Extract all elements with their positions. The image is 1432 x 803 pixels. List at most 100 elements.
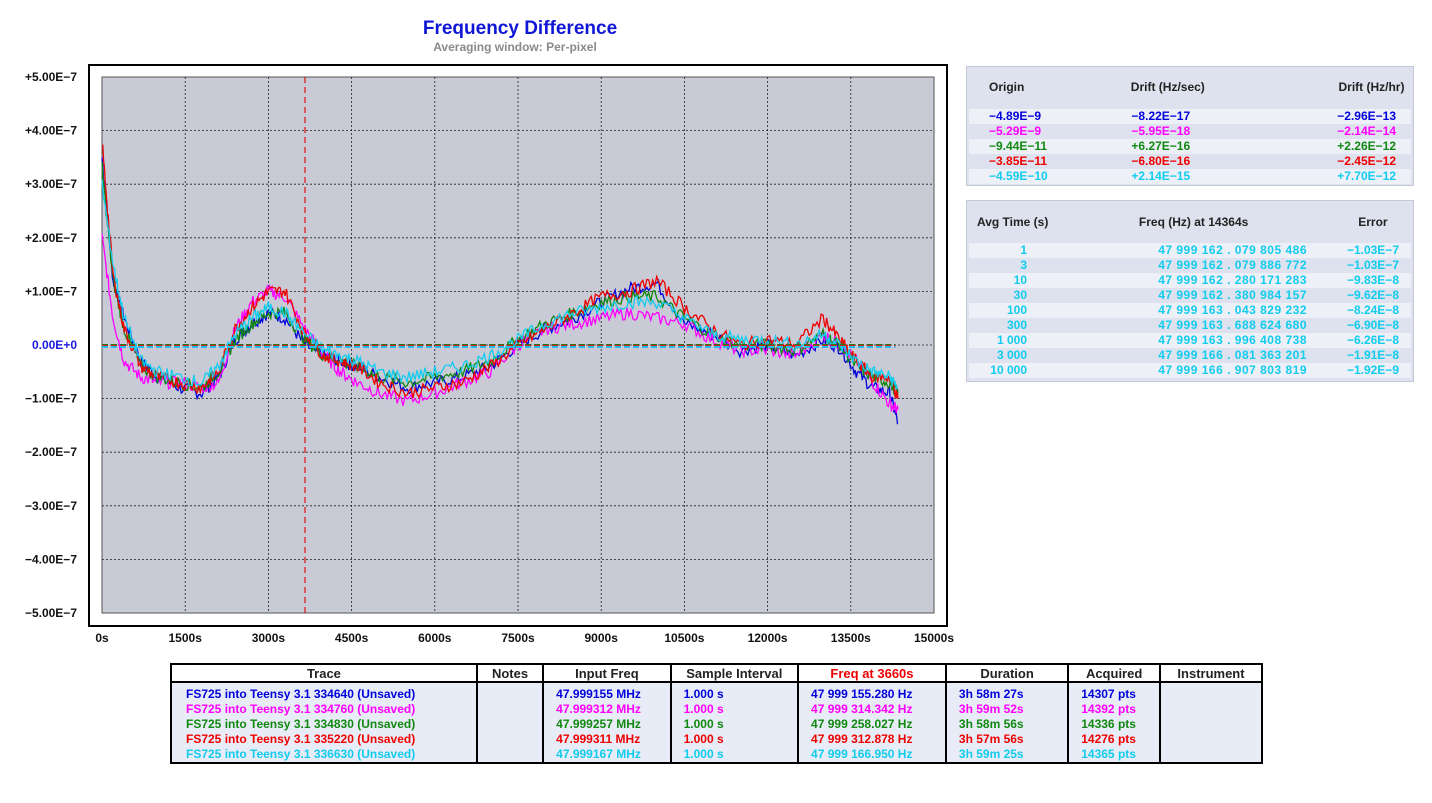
trace-cell-notes <box>475 732 545 747</box>
trace-row[interactable]: FS725 into Teensy 3.1 334830 (Unsaved) 47… <box>170 717 1263 732</box>
trace-cell-interval: 1.000 s <box>669 732 800 747</box>
trace-table-body: FS725 into Teensy 3.1 334640 (Unsaved) 47… <box>170 682 1263 764</box>
trace-cell-duration: 3h 58m 56s <box>944 717 1070 732</box>
avg-freq-cell: 47 999 162 . 079 805 486 <box>1158 243 1307 257</box>
avg-time-cell: 30 <box>1013 288 1027 302</box>
trace-table: Trace Notes Input Freq Sample Interval F… <box>170 663 1263 764</box>
trace-cell-notes <box>475 702 545 717</box>
avg-row: 1 000 47 999 163 . 996 408 738 −6.26E−8 <box>969 333 1411 348</box>
trace-row[interactable]: FS725 into Teensy 3.1 336630 (Unsaved) 47… <box>170 747 1263 764</box>
x-tick-label: 3000s <box>252 631 286 645</box>
drift-cell-drift-hr: −2.96E−13 <box>1337 109 1397 123</box>
drift-panel-header: Origin Drift (Hz/sec) Drift (Hz/hr) <box>967 67 1413 105</box>
y-tick-label: −3.00E−7 <box>25 499 77 513</box>
avg-time-cell: 3 000 <box>996 348 1027 362</box>
drift-cell-drift-sec: +2.14E−15 <box>1131 169 1191 183</box>
avg-row: 10 000 47 999 166 . 907 803 819 −1.92E−9 <box>969 363 1411 378</box>
x-tick-label: 0s <box>95 631 109 645</box>
drift-cell-drift-hr: +7.70E−12 <box>1337 169 1397 183</box>
freq-at-header: Freq (Hz) at 14364s <box>1138 215 1249 229</box>
x-tick-label: 1500s <box>169 631 203 645</box>
col-sample-interval[interactable]: Sample Interval <box>669 663 800 683</box>
drift-sec-header: Drift (Hz/sec) <box>1130 80 1205 94</box>
drift-rows: −4.89E−9 −8.22E−17 −2.96E−13 −5.29E−9 −5.95E… <box>967 109 1413 184</box>
drift-cell-origin: −4.89E−9 <box>989 109 1042 123</box>
trace-cell-freq: 47 999 314.342 Hz <box>797 702 947 717</box>
trace-cell-duration: 3h 59m 25s <box>944 747 1070 764</box>
x-tick-label: 10500s <box>664 631 704 645</box>
x-tick-label: 9000s <box>585 631 619 645</box>
frequency-difference-chart[interactable]: 0s 1500s 3000s 4500s 6000s 7500s 9000s 10500s 12… <box>0 0 960 650</box>
trace-cell-acquired: 14336 pts <box>1067 717 1161 732</box>
trace-cell-duration: 3h 58m 27s <box>944 682 1070 702</box>
origin-header: Origin <box>989 80 1025 94</box>
trace-cell-input: 47.999311 MHz <box>542 732 672 747</box>
y-tick-label: −5.00E−7 <box>25 606 77 620</box>
trace-cell-freq: 47 999 166.950 Hz <box>797 747 947 764</box>
trace-cell-interval: 1.000 s <box>669 702 800 717</box>
avg-row: 1 47 999 162 . 079 805 486 −1.03E−7 <box>969 243 1411 258</box>
trace-cell-input: 47.999155 MHz <box>542 682 672 702</box>
trace-cell-instrument <box>1159 747 1263 764</box>
drift-panel: Origin Drift (Hz/sec) Drift (Hz/hr) −4.8… <box>966 66 1414 186</box>
drift-row: −5.29E−9 −5.95E−18 −2.14E−14 <box>969 124 1411 139</box>
y-tick-label: 0.00E+0 <box>32 338 77 352</box>
x-tick-label: 12000s <box>748 631 788 645</box>
avg-error-cell: −1.92E−9 <box>1346 363 1399 377</box>
avg-time-cell: 100 <box>1006 303 1027 317</box>
x-tick-label: 4500s <box>335 631 369 645</box>
drift-cell-drift-sec: −5.95E−18 <box>1131 124 1191 138</box>
series-line[interactable] <box>101 162 899 395</box>
avg-error-cell: −1.03E−7 <box>1346 258 1399 272</box>
trace-cell-trace: FS725 into Teensy 3.1 336630 (Unsaved) <box>170 747 478 764</box>
avg-row: 10 47 999 162 . 280 171 283 −9.83E−8 <box>969 273 1411 288</box>
error-header: Error <box>1358 215 1388 229</box>
trace-row[interactable]: FS725 into Teensy 3.1 334640 (Unsaved) 47… <box>170 682 1263 702</box>
avg-time-cell: 10 <box>1013 273 1027 287</box>
avg-row: 3 47 999 162 . 079 886 772 −1.03E−7 <box>969 258 1411 273</box>
trace-cell-interval: 1.000 s <box>669 717 800 732</box>
avg-time-cell: 300 <box>1006 318 1027 332</box>
col-instrument[interactable]: Instrument <box>1159 663 1263 683</box>
x-tick-label: 6000s <box>418 631 452 645</box>
avg-time-cell: 10 000 <box>990 363 1027 377</box>
col-freq-at[interactable]: Freq at 3660s <box>797 663 947 683</box>
drift-row: −9.44E−11 +6.27E−16 +2.26E−12 <box>969 139 1411 154</box>
drift-cell-origin: −9.44E−11 <box>989 139 1048 153</box>
avg-error-cell: −8.24E−8 <box>1346 303 1399 317</box>
drift-cell-drift-sec: +6.27E−16 <box>1131 139 1191 153</box>
trace-cell-instrument <box>1159 732 1263 747</box>
avg-error-cell: −1.91E−8 <box>1346 348 1399 362</box>
trace-cell-input: 47.999257 MHz <box>542 717 672 732</box>
drift-cell-drift-hr: −2.45E−12 <box>1337 154 1397 168</box>
trace-cell-instrument <box>1159 682 1263 702</box>
trace-row[interactable]: FS725 into Teensy 3.1 334760 (Unsaved) 47… <box>170 702 1263 717</box>
trace-row[interactable]: FS725 into Teensy 3.1 335220 (Unsaved) 47… <box>170 732 1263 747</box>
col-trace[interactable]: Trace <box>170 663 478 683</box>
col-duration[interactable]: Duration <box>944 663 1070 683</box>
avg-freq-cell: 47 999 162 . 079 886 772 <box>1158 258 1307 272</box>
x-tick-label: 13500s <box>831 631 871 645</box>
avg-panel-header: Avg Time (s) Freq (Hz) at 14364s Error <box>967 201 1413 241</box>
col-acquired[interactable]: Acquired <box>1067 663 1161 683</box>
col-notes[interactable]: Notes <box>475 663 545 683</box>
trace-cell-trace: FS725 into Teensy 3.1 335220 (Unsaved) <box>170 732 478 747</box>
avg-freq-cell: 47 999 162 . 280 171 283 <box>1158 273 1307 287</box>
avg-error-cell: −1.03E−7 <box>1346 243 1399 257</box>
avg-row: 3 000 47 999 166 . 081 363 201 −1.91E−8 <box>969 348 1411 363</box>
avg-error-cell: −6.90E−8 <box>1346 318 1399 332</box>
trace-cell-interval: 1.000 s <box>669 747 800 764</box>
y-tick-label: +2.00E−7 <box>25 231 77 245</box>
avg-freq-cell: 47 999 163 . 996 408 738 <box>1158 333 1307 347</box>
y-tick-label: +1.00E−7 <box>25 284 77 298</box>
drift-cell-drift-sec: −6.80E−16 <box>1131 154 1191 168</box>
avg-freq-cell: 47 999 163 . 688 624 680 <box>1158 318 1307 332</box>
trace-cell-instrument <box>1159 702 1263 717</box>
col-input-freq[interactable]: Input Freq <box>542 663 672 683</box>
drift-cell-origin: −4.59E−10 <box>989 169 1048 183</box>
trace-cell-instrument <box>1159 717 1263 732</box>
trace-cell-freq: 47 999 155.280 Hz <box>797 682 947 702</box>
trace-cell-notes <box>475 682 545 702</box>
avg-time-cell: 1 000 <box>996 333 1027 347</box>
x-tick-label: 15000s <box>914 631 954 645</box>
